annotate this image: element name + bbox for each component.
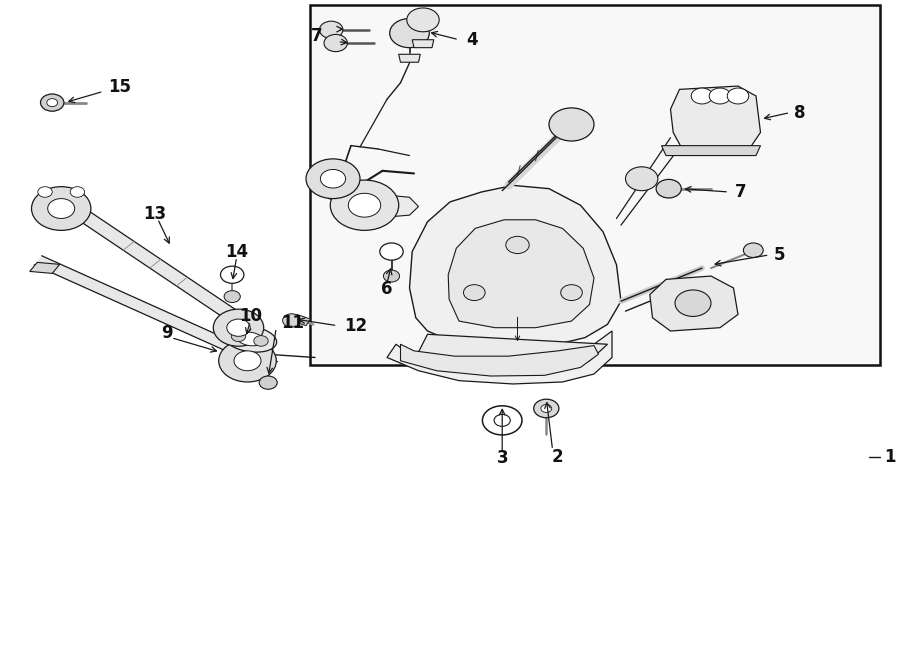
Text: 15: 15 — [108, 78, 131, 97]
Text: 7: 7 — [734, 183, 746, 201]
Polygon shape — [216, 321, 261, 334]
Circle shape — [213, 309, 264, 346]
Ellipse shape — [224, 326, 276, 352]
Circle shape — [383, 270, 400, 282]
Polygon shape — [34, 201, 88, 216]
Circle shape — [534, 399, 559, 418]
Circle shape — [227, 319, 250, 336]
Circle shape — [32, 187, 91, 230]
Polygon shape — [61, 200, 249, 328]
Circle shape — [231, 331, 246, 342]
Polygon shape — [328, 187, 356, 204]
Circle shape — [709, 88, 731, 104]
Text: 14: 14 — [225, 243, 248, 261]
Bar — [310, 5, 880, 365]
Polygon shape — [241, 348, 255, 374]
Polygon shape — [292, 314, 310, 326]
Text: 4: 4 — [466, 30, 478, 49]
Circle shape — [219, 340, 276, 382]
Text: 1: 1 — [884, 448, 896, 466]
Circle shape — [494, 414, 510, 426]
Ellipse shape — [237, 332, 264, 346]
Text: 11: 11 — [281, 314, 304, 332]
Text: 6: 6 — [382, 280, 392, 299]
Polygon shape — [410, 185, 621, 348]
Text: 9: 9 — [161, 324, 172, 342]
Circle shape — [626, 167, 658, 191]
Polygon shape — [448, 220, 594, 328]
Circle shape — [380, 243, 403, 260]
Text: 12: 12 — [344, 316, 367, 335]
Polygon shape — [400, 344, 598, 376]
Circle shape — [48, 199, 75, 218]
Circle shape — [675, 290, 711, 316]
Circle shape — [283, 314, 301, 327]
Text: 2: 2 — [552, 448, 562, 466]
Text: 8: 8 — [794, 103, 806, 122]
Circle shape — [320, 21, 343, 38]
Polygon shape — [670, 86, 760, 152]
Polygon shape — [232, 351, 250, 371]
Circle shape — [70, 187, 85, 197]
Polygon shape — [412, 40, 434, 48]
Circle shape — [234, 351, 261, 371]
Circle shape — [306, 159, 360, 199]
Circle shape — [656, 179, 681, 198]
Circle shape — [254, 336, 268, 346]
Text: 7: 7 — [310, 27, 322, 46]
Polygon shape — [351, 193, 418, 218]
Text: 3: 3 — [497, 449, 508, 467]
Polygon shape — [650, 276, 738, 331]
Circle shape — [549, 108, 594, 141]
Circle shape — [40, 94, 64, 111]
Circle shape — [506, 236, 529, 254]
Circle shape — [541, 404, 552, 412]
Circle shape — [220, 266, 244, 283]
Polygon shape — [399, 54, 420, 62]
Circle shape — [561, 285, 582, 301]
Circle shape — [390, 19, 429, 48]
Circle shape — [348, 193, 381, 217]
Polygon shape — [662, 146, 760, 156]
Polygon shape — [414, 334, 608, 371]
Circle shape — [330, 180, 399, 230]
Circle shape — [324, 34, 347, 52]
Circle shape — [482, 406, 522, 435]
Text: 5: 5 — [774, 246, 786, 264]
Circle shape — [743, 243, 763, 258]
Circle shape — [259, 376, 277, 389]
Circle shape — [727, 88, 749, 104]
Circle shape — [224, 291, 240, 303]
Polygon shape — [34, 256, 277, 371]
Text: 13: 13 — [143, 205, 166, 223]
Circle shape — [691, 88, 713, 104]
Circle shape — [47, 99, 58, 107]
Circle shape — [464, 285, 485, 301]
Polygon shape — [30, 262, 59, 273]
Circle shape — [320, 169, 346, 188]
Circle shape — [407, 8, 439, 32]
Text: 10: 10 — [238, 307, 262, 326]
Polygon shape — [387, 331, 612, 384]
Circle shape — [38, 187, 52, 197]
